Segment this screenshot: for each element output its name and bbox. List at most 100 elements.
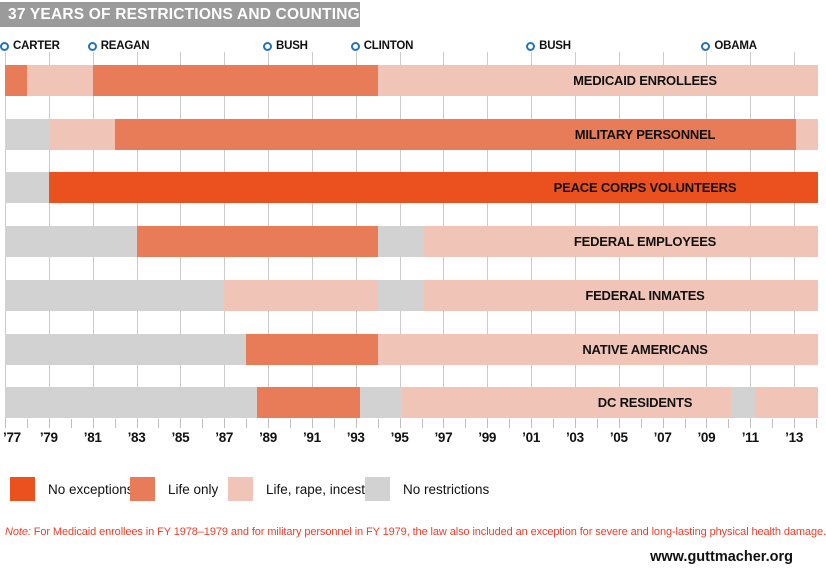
axis-year-tick: [794, 419, 796, 428]
legend-item-no_exceptions: No exceptions: [10, 477, 134, 501]
axis-year-tick: [596, 419, 598, 428]
segment-no_restrictions: [5, 280, 225, 311]
segment-life_only: [257, 387, 361, 418]
segment-no_restrictions: [377, 226, 424, 257]
segment-life_only: [246, 334, 378, 365]
legend-item-life_rape_incest: Life, rape, incest: [228, 477, 365, 501]
axis-year-tick: [377, 419, 379, 428]
axis-year-tick: [158, 419, 160, 428]
axis-tick-label: ’03: [565, 430, 584, 445]
axis-tick-label: ’93: [346, 430, 365, 445]
row-label-military-personnel: MILITARY PERSONNEL: [574, 127, 716, 142]
row-label-dc-residents: DC RESIDENTS: [597, 395, 693, 410]
axis-year-tick: [421, 419, 423, 428]
row-label-native-americans: NATIVE AMERICANS: [582, 342, 708, 357]
axis-year-tick: [136, 419, 138, 428]
segment-no_exceptions: [48, 172, 819, 203]
segment-no_restrictions: [5, 172, 49, 203]
segment-no_restrictions: [377, 280, 424, 311]
legend-swatch-no_exceptions: [10, 477, 35, 501]
axis-year-tick: [750, 419, 752, 428]
president-marker-reagan: REAGAN: [87, 40, 150, 52]
segment-no_restrictions: [5, 334, 247, 365]
axis-year-tick: [290, 419, 291, 428]
footnote: Note: For Medicaid enrollees in FY 1978–…: [5, 526, 826, 538]
president-circle-icon: [350, 41, 360, 51]
axis-year-tick: [816, 419, 817, 428]
footnote-prefix: Note:: [5, 526, 31, 538]
segment-life_rape_incest: [754, 387, 819, 418]
axis-year-tick: [70, 419, 72, 428]
segment-no_restrictions: [360, 387, 402, 418]
segment-life_rape_incest: [796, 119, 819, 150]
president-label: CARTER: [13, 40, 60, 52]
president-marker-obama: OBAMA: [701, 40, 757, 52]
segment-life_rape_incest: [224, 280, 378, 311]
axis-tick-label: ’77: [3, 430, 21, 445]
axis-year-tick: [246, 419, 248, 428]
legend-swatch-life_rape_incest: [228, 477, 253, 501]
axis-tick-label: ’97: [434, 430, 453, 445]
axis-year-tick: [26, 419, 28, 428]
footnote-text: For Medicaid enrollees in FY 1978–1979 a…: [30, 526, 826, 538]
axis-year-tick: [618, 419, 620, 428]
president-marker-bush: BUSH: [526, 40, 571, 52]
axis-year-tick: [311, 419, 313, 428]
segment-no_restrictions: [5, 226, 137, 257]
axis-tick-label: ’01: [522, 430, 541, 445]
axis-year-tick: [706, 419, 708, 428]
axis-year-tick: [465, 419, 467, 428]
segment-no_restrictions: [5, 387, 258, 418]
axis-tick-label: ’05: [609, 430, 628, 445]
axis-tick-label: ’99: [478, 430, 497, 445]
website-url: www.guttmacher.org: [650, 549, 793, 565]
axis-year-tick: [640, 419, 642, 428]
legend-swatch-no_restrictions: [365, 477, 390, 501]
axis-year-tick: [114, 419, 116, 428]
axis-tick-label: ’13: [785, 430, 804, 445]
axis-year-tick: [180, 419, 182, 428]
president-circle-icon: [263, 41, 272, 51]
axis-tick-label: ’09: [697, 430, 716, 445]
legend-item-life_only: Life only: [130, 477, 218, 501]
axis-tick-label: ’81: [83, 430, 102, 445]
axis-year-tick: [531, 419, 533, 428]
axis-year-tick: [355, 419, 357, 428]
axis-year-tick: [268, 419, 269, 428]
segment-life_rape_incest: [423, 226, 819, 257]
axis-tick-label: ’95: [390, 430, 409, 445]
axis-year-tick: [684, 419, 686, 428]
segment-life_only: [5, 65, 27, 96]
axis-year-tick: [553, 419, 554, 428]
segment-life_only: [136, 226, 378, 257]
segment-life_rape_incest: [26, 65, 93, 96]
president-label: REAGAN: [100, 40, 150, 52]
president-marker-bush: BUSH: [263, 40, 308, 52]
president-circle-icon: [526, 41, 536, 51]
president-circle-icon: [0, 41, 9, 51]
axis-year-tick: [202, 419, 204, 428]
legend-label: Life only: [168, 481, 219, 497]
president-marker-clinton: CLINTON: [350, 40, 413, 52]
segment-life_only: [114, 119, 797, 150]
legend-swatch-life_only: [130, 477, 155, 501]
axis-tick-label: ’83: [127, 430, 146, 445]
axis-year-tick: [224, 419, 226, 428]
axis-tick-label: ’89: [259, 430, 277, 445]
segment-no_restrictions: [730, 387, 755, 418]
segment-life_rape_incest: [423, 280, 819, 311]
president-circle-icon: [701, 41, 711, 51]
axis-tick-label: ’85: [171, 430, 190, 445]
axis-year-tick: [662, 419, 664, 428]
axis-tick-label: ’87: [215, 430, 234, 445]
president-marker-carter: CARTER: [0, 40, 60, 52]
row-label-medicaid-enrollees: MEDICAID ENROLLEES: [573, 73, 717, 88]
segment-life_rape_incest: [401, 387, 731, 418]
legend-label: No restrictions: [403, 481, 490, 497]
page-title: 37 YEARS OF RESTRICTIONS AND COUNTING: [0, 2, 360, 27]
axis-year-tick: [509, 419, 511, 428]
segment-life_rape_incest: [48, 119, 115, 150]
axis-year-tick: [487, 419, 489, 428]
axis-year-tick: [333, 419, 335, 428]
